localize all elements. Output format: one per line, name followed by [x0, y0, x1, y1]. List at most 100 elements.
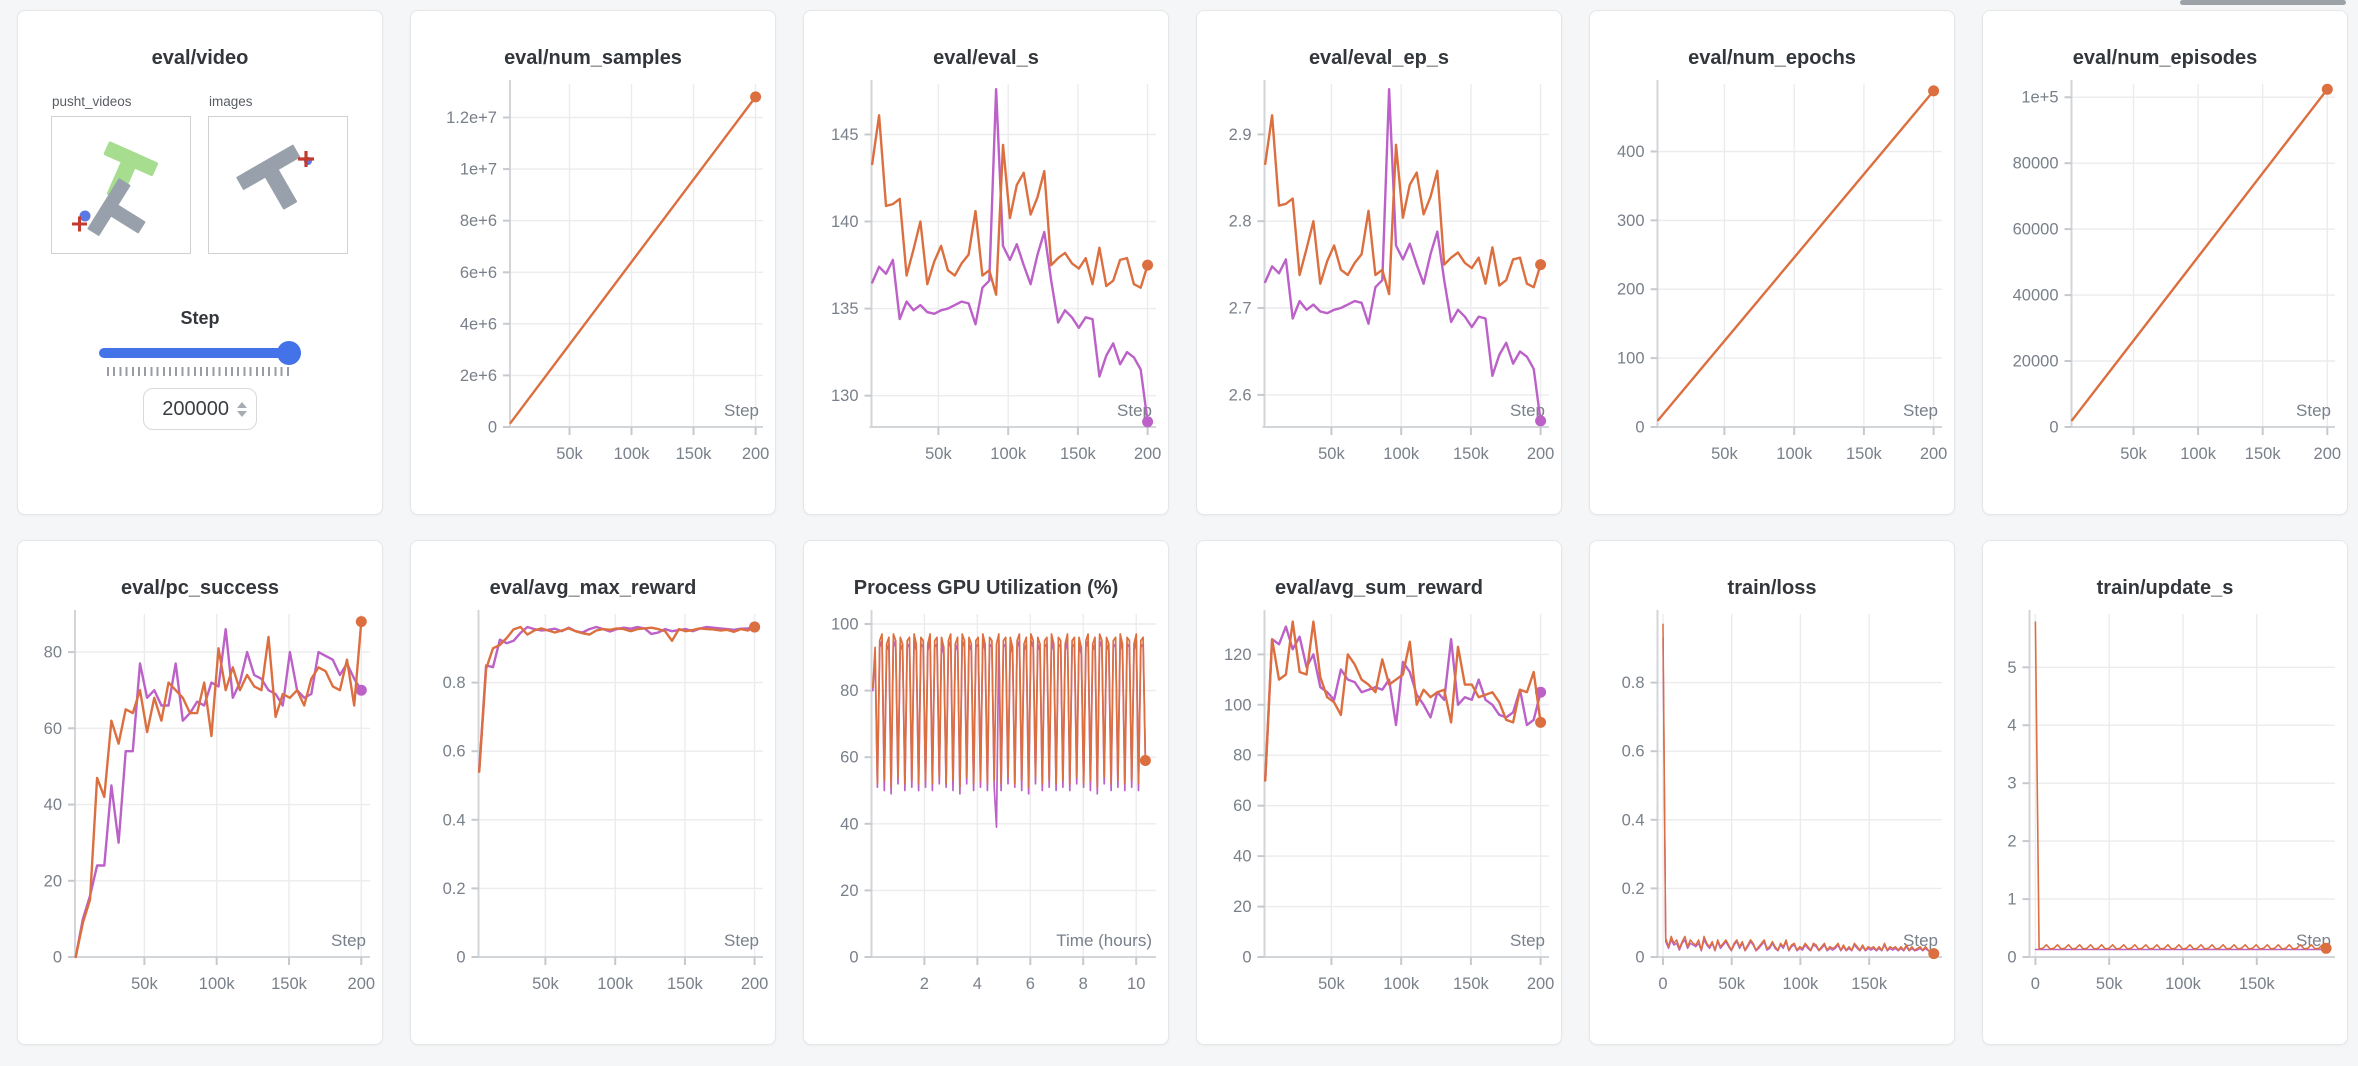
- svg-text:Step: Step: [724, 401, 759, 420]
- stepper-arrows-icon[interactable]: [237, 401, 247, 417]
- svg-text:200: 200: [742, 445, 770, 463]
- svg-text:0: 0: [1658, 975, 1667, 993]
- svg-text:0: 0: [2031, 975, 2040, 993]
- pusht-scene-icon: [72, 141, 158, 236]
- chart-title: Process GPU Utilization (%): [853, 577, 1119, 599]
- svg-text:150k: 150k: [1060, 445, 1097, 463]
- chart-canvas[interactable]: 0 50k 100k 150k 0 0.2 0.4 0.6 0.8 Step: [1590, 604, 1955, 1024]
- chart-panel-train-loss: train/loss 0 50k 100k 150k 0 0.2 0.4 0.6 0.8 Step: [1589, 540, 1955, 1045]
- svg-text:145: 145: [831, 126, 859, 144]
- svg-text:20000: 20000: [2013, 353, 2059, 371]
- step-slider-thumb[interactable]: [277, 341, 301, 365]
- svg-text:0: 0: [1242, 949, 1251, 967]
- svg-text:0.8: 0.8: [443, 674, 466, 692]
- svg-text:Step: Step: [1510, 401, 1545, 420]
- chart-panel-eval-num-epochs: eval/num_epochs 50k 100k 150k 200 0 100 200 300 4…: [1589, 10, 1955, 515]
- horizontal-scrollbar-thumb[interactable]: [2180, 0, 2346, 5]
- step-slider-track[interactable]: [99, 348, 301, 358]
- svg-text:50k: 50k: [1318, 975, 1345, 993]
- chart-panel-train-update-s: train/update_s 0 50k 100k 150k 0 1 2 3 4 5 Step: [1982, 540, 2348, 1045]
- svg-text:100k: 100k: [2165, 975, 2202, 993]
- svg-text:4: 4: [2007, 717, 2016, 735]
- chart-panel-eval-avg-sum-reward: eval/avg_sum_reward 50k 100k 150k 200 0 20 40 60…: [1196, 540, 1562, 1045]
- svg-text:2: 2: [2007, 833, 2016, 851]
- svg-text:2.6: 2.6: [1229, 386, 1252, 404]
- svg-text:150k: 150k: [676, 445, 713, 463]
- svg-text:50k: 50k: [1711, 445, 1738, 463]
- svg-text:100: 100: [831, 616, 859, 634]
- chart-canvas[interactable]: 50k 100k 150k 200 0 2e+6 4e+6 6e+6 8e+6 1e+7 1.2e+…: [411, 74, 776, 494]
- chart-title: train/update_s: [2096, 577, 2234, 599]
- svg-text:130: 130: [831, 387, 859, 405]
- svg-text:Step: Step: [724, 931, 759, 950]
- svg-text:140: 140: [831, 213, 859, 231]
- chart-title: eval/eval_ep_s: [1308, 47, 1450, 69]
- svg-text:150k: 150k: [2239, 975, 2276, 993]
- svg-text:5: 5: [2007, 659, 2016, 677]
- svg-text:100k: 100k: [199, 975, 236, 993]
- svg-text:60: 60: [44, 720, 62, 738]
- svg-text:8: 8: [1079, 975, 1088, 993]
- chart-canvas[interactable]: 50k 100k 150k 200 0 20 40 60 80 100 120 Step: [1197, 604, 1562, 1024]
- media-item-pusht-videos: pusht_videos: [51, 94, 191, 254]
- svg-text:80: 80: [44, 644, 62, 662]
- svg-text:Time (hours): Time (hours): [1056, 931, 1152, 950]
- chart-panel-eval-avg-max-reward: eval/avg_max_reward 50k 100k 150k 200 0 0.2 0.4…: [410, 540, 776, 1045]
- step-slider[interactable]: [99, 341, 301, 365]
- svg-text:135: 135: [831, 300, 859, 318]
- chart-canvas[interactable]: 50k 100k 150k 200 2.6 2.7 2.8 2.9 Step: [1197, 74, 1562, 494]
- svg-text:Step: Step: [1903, 401, 1938, 420]
- media-thumbnails-row: pusht_videos: [18, 94, 382, 254]
- svg-text:60: 60: [840, 749, 858, 767]
- media-panel-eval-video: eval/video pusht_videos: [17, 10, 383, 515]
- svg-text:40: 40: [1233, 848, 1251, 866]
- svg-text:200: 200: [1920, 445, 1948, 463]
- svg-text:6: 6: [1026, 975, 1035, 993]
- svg-text:4e+6: 4e+6: [460, 315, 497, 333]
- chart-canvas[interactable]: 50k 100k 150k 200 0 20000 40000 60000 80000 1e+5 S…: [1983, 74, 2348, 494]
- chart-canvas[interactable]: 50k 100k 150k 200 130 135 140 145 Step: [804, 74, 1169, 494]
- svg-text:80000: 80000: [2013, 155, 2059, 173]
- svg-text:Step: Step: [1117, 401, 1152, 420]
- svg-text:50k: 50k: [556, 445, 583, 463]
- svg-text:100k: 100k: [1783, 975, 1820, 993]
- svg-text:3: 3: [2007, 775, 2016, 793]
- chart-canvas[interactable]: 50k 100k 150k 200 0 100 200 300 400 Step: [1590, 74, 1955, 494]
- svg-text:150k: 150k: [1453, 975, 1490, 993]
- svg-text:0.4: 0.4: [443, 811, 466, 829]
- svg-text:20: 20: [44, 872, 62, 890]
- svg-text:0: 0: [849, 949, 858, 967]
- chart-canvas[interactable]: 50k 100k 150k 200 0 20 40 60 80 Step: [18, 604, 383, 1024]
- chart-panel-eval-num-episodes: eval/num_episodes 50k 100k 150k 200 0 20000 400…: [1982, 10, 2348, 515]
- chart-title: train/loss: [1727, 577, 1817, 599]
- chart-panel-eval-pc-success: eval/pc_success 50k 100k 150k 200 0 20 40 60 80 St…: [17, 540, 383, 1045]
- svg-text:60: 60: [1233, 797, 1251, 815]
- step-slider-ticks: [107, 367, 293, 376]
- svg-text:10: 10: [1127, 975, 1145, 993]
- svg-text:150k: 150k: [2245, 445, 2282, 463]
- svg-text:0: 0: [488, 419, 497, 437]
- svg-text:0.8: 0.8: [1622, 674, 1645, 692]
- svg-text:0: 0: [1635, 419, 1644, 437]
- svg-text:0.2: 0.2: [1622, 880, 1645, 898]
- svg-text:50k: 50k: [1718, 975, 1745, 993]
- panel-title: eval/video: [151, 47, 249, 69]
- step-value-input[interactable]: [153, 396, 231, 422]
- svg-text:20: 20: [1233, 898, 1251, 916]
- chart-title: eval/avg_sum_reward: [1275, 577, 1483, 599]
- images-thumbnail[interactable]: [208, 116, 348, 254]
- chart-panel-eval-eval-s: eval/eval_s 50k 100k 150k 200 130 135 140 145 Ste…: [803, 10, 1169, 515]
- svg-text:2.9: 2.9: [1229, 126, 1252, 144]
- svg-text:400: 400: [1617, 143, 1645, 161]
- svg-text:0: 0: [53, 949, 62, 967]
- svg-text:150k: 150k: [1453, 445, 1490, 463]
- svg-text:2.7: 2.7: [1229, 300, 1252, 318]
- chart-canvas[interactable]: 50k 100k 150k 200 0 0.2 0.4 0.6 0.8 Step: [411, 604, 776, 1024]
- svg-text:100k: 100k: [597, 975, 634, 993]
- svg-text:100k: 100k: [614, 445, 651, 463]
- svg-text:0: 0: [2007, 949, 2016, 967]
- pusht-video-thumbnail[interactable]: [51, 116, 191, 254]
